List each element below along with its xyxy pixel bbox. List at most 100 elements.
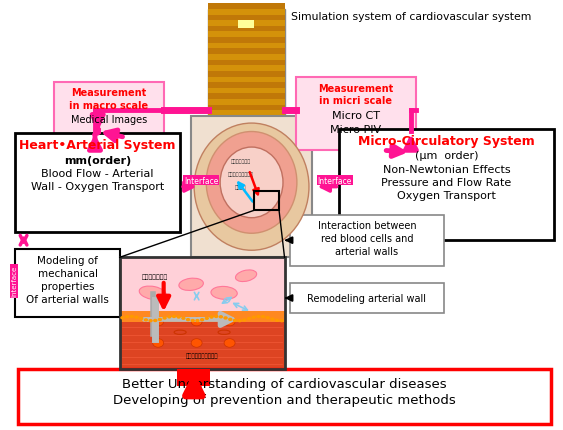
Circle shape — [256, 315, 261, 319]
Bar — [15, 249, 120, 317]
Text: Remodeling arterial wall: Remodeling arterial wall — [307, 293, 426, 303]
Text: Of arterial walls: Of arterial walls — [26, 294, 109, 304]
Bar — [208, 9, 284, 15]
Bar — [208, 83, 284, 89]
Bar — [120, 311, 284, 322]
Bar — [208, 71, 284, 77]
Bar — [290, 283, 444, 313]
Bar — [208, 4, 284, 10]
Circle shape — [153, 317, 164, 326]
Text: Modeling of: Modeling of — [37, 255, 98, 266]
Circle shape — [209, 316, 214, 319]
Text: in macro scale: in macro scale — [69, 101, 148, 111]
Text: Micro PIV: Micro PIV — [330, 124, 382, 135]
Bar — [208, 99, 284, 105]
Ellipse shape — [206, 132, 297, 234]
Bar — [208, 105, 284, 111]
Text: Measurement: Measurement — [71, 88, 146, 98]
Text: red blood cells and: red blood cells and — [321, 233, 413, 243]
Circle shape — [191, 317, 202, 326]
Text: マクロスケール: マクロスケール — [230, 159, 251, 164]
Circle shape — [224, 339, 235, 347]
Bar — [208, 65, 284, 72]
Circle shape — [144, 319, 148, 322]
Text: Micro CT: Micro CT — [332, 111, 380, 120]
Bar — [120, 319, 284, 369]
Circle shape — [120, 316, 124, 319]
Bar — [208, 77, 284, 83]
Bar — [208, 43, 284, 49]
Circle shape — [195, 319, 200, 322]
Circle shape — [280, 319, 284, 322]
Text: Wall - Oxygen Transport: Wall - Oxygen Transport — [31, 182, 164, 192]
Text: 使役の応答と生体反応: 使役の応答と生体反応 — [186, 353, 218, 358]
Bar — [208, 32, 284, 38]
Circle shape — [238, 319, 242, 322]
Text: in micri scale: in micri scale — [319, 96, 392, 106]
Circle shape — [186, 318, 190, 322]
Bar — [120, 258, 284, 319]
Circle shape — [176, 316, 181, 319]
Circle shape — [218, 315, 223, 319]
Bar — [208, 37, 284, 44]
Text: Interface: Interface — [184, 176, 218, 185]
Text: Non-Newtonian Effects: Non-Newtonian Effects — [383, 165, 511, 175]
Circle shape — [158, 318, 162, 321]
Text: (μm  order): (μm order) — [415, 151, 479, 161]
Circle shape — [190, 319, 195, 322]
Bar — [177, 369, 211, 386]
Bar — [208, 10, 284, 117]
Circle shape — [266, 316, 270, 319]
Circle shape — [214, 315, 218, 318]
Ellipse shape — [139, 286, 166, 300]
Bar — [208, 88, 284, 94]
Circle shape — [139, 317, 144, 320]
Bar — [208, 60, 284, 66]
Circle shape — [200, 318, 204, 322]
Circle shape — [181, 317, 186, 320]
Text: Measurement: Measurement — [318, 83, 394, 93]
Circle shape — [252, 316, 256, 319]
Text: Simulation system of cardiovascular system: Simulation system of cardiovascular syst… — [291, 12, 531, 22]
Bar — [208, 21, 284, 27]
Circle shape — [275, 319, 279, 322]
Text: 相互作用: 相互作用 — [235, 185, 247, 190]
Circle shape — [135, 316, 138, 319]
Circle shape — [172, 315, 176, 318]
Circle shape — [191, 339, 202, 347]
Bar — [54, 83, 164, 138]
Text: 血流による刺激: 血流による刺激 — [142, 273, 168, 279]
Circle shape — [224, 317, 235, 326]
Text: mm(order): mm(order) — [64, 156, 131, 166]
Text: Interface: Interface — [318, 176, 352, 185]
Text: properties: properties — [41, 281, 94, 291]
Circle shape — [149, 319, 153, 322]
Text: Developing of prevention and therapeutic methods: Developing of prevention and therapeutic… — [113, 393, 456, 406]
Circle shape — [153, 319, 158, 322]
Bar — [208, 54, 284, 61]
Text: Interface: Interface — [11, 266, 17, 297]
Bar — [208, 26, 284, 32]
Bar — [254, 191, 279, 211]
Circle shape — [233, 319, 237, 322]
Bar — [120, 258, 284, 369]
Circle shape — [247, 317, 251, 321]
Bar — [191, 117, 312, 258]
Circle shape — [261, 315, 265, 319]
Text: Heart•Arterial System: Heart•Arterial System — [20, 139, 176, 152]
Ellipse shape — [179, 279, 203, 291]
Bar — [15, 134, 180, 232]
Bar — [208, 49, 284, 55]
Ellipse shape — [211, 287, 237, 300]
Circle shape — [204, 317, 209, 320]
Bar — [296, 78, 417, 151]
Text: Blood Flow - Arterial: Blood Flow - Arterial — [42, 169, 154, 179]
Text: Micro-Circulatory System: Micro-Circulatory System — [358, 135, 535, 147]
Text: arterial walls: arterial walls — [336, 246, 399, 256]
Text: Medical Images: Medical Images — [70, 115, 147, 125]
Bar — [290, 215, 444, 266]
Text: 血流と血管壁間との: 血流と血管壁間との — [227, 172, 253, 177]
Text: Better Understanding of cardiovascular diseases: Better Understanding of cardiovascular d… — [122, 378, 447, 390]
Bar — [208, 111, 284, 117]
Circle shape — [153, 339, 164, 347]
